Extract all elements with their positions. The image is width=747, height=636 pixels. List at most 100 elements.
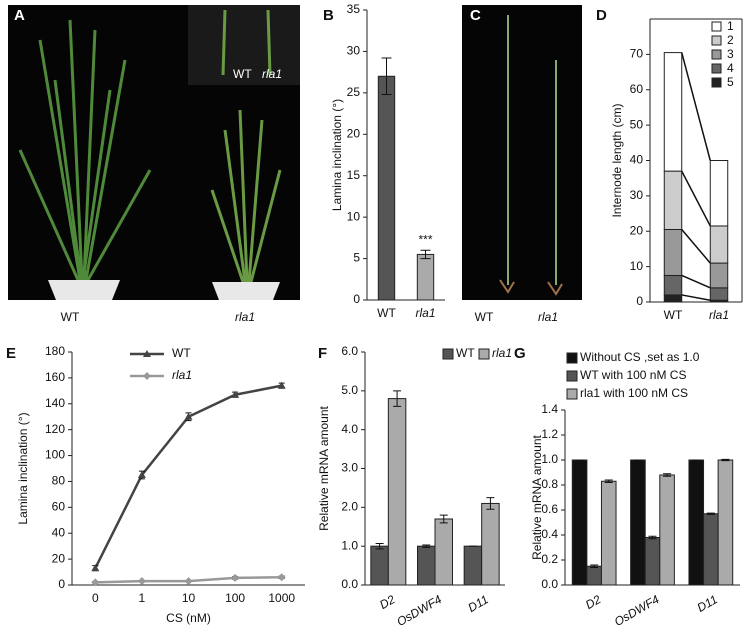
pot — [48, 280, 120, 300]
legend-swatch — [711, 49, 722, 60]
bar — [463, 545, 483, 586]
bar-segment — [663, 52, 683, 172]
marker — [137, 470, 146, 478]
y-tick-label: 6.0 — [341, 344, 358, 358]
y-tick-label: 80 — [52, 474, 66, 488]
y-tick-label: 140 — [45, 396, 65, 410]
legend-marker — [143, 372, 151, 380]
x-tick-label: 100 — [225, 591, 245, 605]
x-tick-label: rla1 — [709, 308, 729, 322]
bar-segment — [709, 225, 729, 264]
x-tick-label: D2 — [583, 592, 604, 612]
y-tick-label: 0.4 — [541, 527, 558, 541]
x-tick-label: 0 — [92, 591, 99, 605]
y-tick-label: 70 — [630, 47, 644, 61]
legend-label: WT — [456, 346, 475, 360]
connector — [681, 274, 711, 289]
panel-letter: C — [470, 7, 481, 24]
y-axis-label: Relative mRNA amount — [317, 405, 331, 530]
panel-letter: G — [514, 345, 526, 362]
y-tick-label: 30 — [630, 188, 644, 202]
y-tick-label: 4.0 — [341, 422, 358, 436]
y-tick-label: 0.2 — [541, 552, 558, 566]
bar — [387, 398, 407, 586]
error-bar — [721, 458, 730, 462]
x-tick-label: WT — [377, 306, 396, 320]
x-tick-label: WT — [664, 308, 683, 322]
bar — [600, 480, 617, 586]
panel-letter: F — [318, 345, 327, 362]
y-tick-label: 5.0 — [341, 383, 358, 397]
bar — [571, 459, 588, 586]
bar — [630, 459, 646, 586]
connector — [681, 294, 711, 301]
y-tick-label: 20 — [52, 551, 66, 565]
y-tick-label: 160 — [45, 370, 65, 384]
marker — [231, 573, 240, 582]
y-tick-label: 30 — [347, 44, 361, 58]
y-tick-label: 0.0 — [541, 577, 558, 591]
bar — [481, 502, 500, 586]
x-tick-label: rla1 — [415, 306, 435, 320]
legend-swatch — [711, 77, 722, 88]
bar — [703, 513, 719, 586]
legend-swatch — [711, 35, 722, 46]
marker — [184, 412, 193, 420]
bar — [644, 537, 661, 586]
legend-label: rla1 — [172, 368, 192, 382]
annotation: *** — [418, 232, 432, 246]
legend-label: 3 — [727, 47, 734, 61]
y-tick-label: 40 — [52, 525, 66, 539]
panel-letter: E — [6, 345, 16, 362]
y-tick-label: 0 — [353, 292, 360, 306]
roots — [499, 279, 563, 296]
bar — [416, 253, 435, 301]
bar — [688, 459, 705, 586]
connector — [681, 170, 711, 227]
y-tick-label: 120 — [45, 422, 65, 436]
x-tick-label: OsDWF4 — [612, 592, 662, 629]
photo-label: WT — [475, 310, 494, 324]
y-tick-label: 25 — [347, 85, 361, 99]
error-bar — [706, 512, 715, 515]
pot — [212, 282, 280, 300]
y-tick-label: 20 — [630, 223, 644, 237]
y-tick-label: 0 — [58, 577, 65, 591]
inset-label: WT — [233, 67, 252, 81]
marker — [184, 577, 193, 586]
legend-swatch — [566, 388, 578, 400]
x-tick-label: 10 — [182, 591, 196, 605]
y-tick-label: 60 — [52, 500, 66, 514]
bar-segment — [663, 294, 683, 303]
error-bar — [422, 544, 431, 548]
photo-label: WT — [61, 310, 80, 324]
y-tick-label: 1.4 — [541, 402, 558, 416]
legend-label: 1 — [727, 19, 734, 33]
error-bar — [486, 497, 495, 510]
legend-swatch — [711, 21, 722, 32]
y-axis-label: Relative mRNA amount — [530, 434, 544, 559]
y-tick-label: 40 — [630, 153, 644, 167]
y-tick-label: 0.6 — [541, 502, 558, 516]
bar-segment — [663, 170, 683, 230]
legend-label: WT — [172, 346, 191, 360]
error-bar — [663, 473, 672, 477]
y-tick-label: 15 — [347, 168, 361, 182]
legend-swatch — [478, 348, 490, 360]
legend-label: 4 — [727, 61, 734, 75]
y-tick-label: 100 — [45, 448, 65, 462]
bar — [659, 474, 675, 586]
legend-label: 5 — [727, 75, 734, 89]
photo-c — [462, 5, 582, 300]
y-tick-label: 180 — [45, 344, 65, 358]
y-axis-label: Lamina inclination (°) — [330, 99, 344, 211]
y-tick-label: 1.2 — [541, 427, 558, 441]
x-tick-label: OsDWF4 — [394, 592, 444, 629]
legend-swatch — [566, 370, 578, 382]
y-tick-label: 0.8 — [541, 477, 558, 491]
legend-swatch — [711, 63, 722, 74]
error-bar — [393, 390, 402, 407]
plant-wt — [18, 19, 152, 281]
bar — [377, 75, 396, 301]
